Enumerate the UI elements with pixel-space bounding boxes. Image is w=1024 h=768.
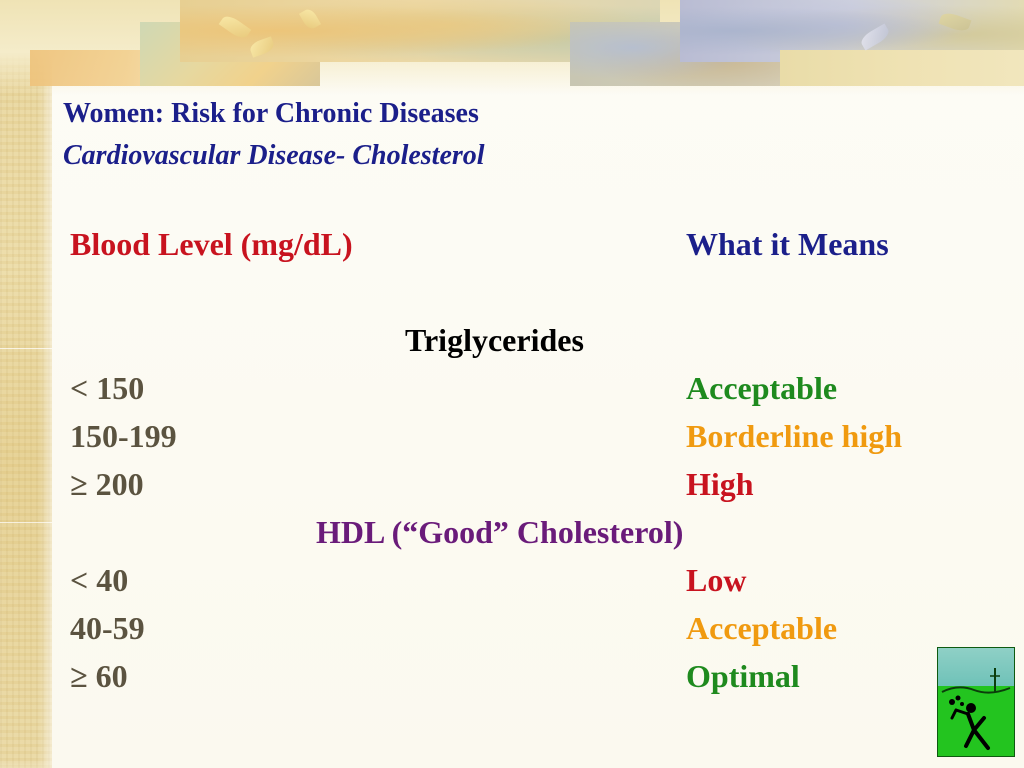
strip-seam xyxy=(0,522,52,523)
section-heading-triglycerides: Triglycerides xyxy=(405,322,584,358)
top-decorative-banner xyxy=(0,0,1024,95)
running-figure-icon xyxy=(941,668,1011,750)
header-blood-level: Blood Level (mg/dL) xyxy=(70,226,353,262)
row-meaning: Acceptable xyxy=(686,370,838,406)
slide-subtitle: Cardiovascular Disease- Cholesterol xyxy=(63,140,485,171)
banner-tile xyxy=(780,50,1024,86)
strip-seam xyxy=(0,348,52,349)
section-heading-hdl: HDL (“Good” Cholesterol) xyxy=(316,514,684,550)
logo-sky xyxy=(938,648,1014,686)
row-meaning: Borderline high xyxy=(686,418,903,454)
header-what-it-means: What it Means xyxy=(686,226,889,262)
row-level: 150-199 xyxy=(70,418,177,454)
row-meaning: Acceptable xyxy=(686,610,838,646)
row-meaning: Optimal xyxy=(686,658,800,694)
row-level: < 40 xyxy=(70,562,129,598)
row-level: ≥ 60 xyxy=(70,658,128,694)
row-level: < 150 xyxy=(70,370,145,406)
row-level: 40-59 xyxy=(70,610,145,646)
row-level: ≥ 200 xyxy=(70,466,144,502)
running-figure-logo-icon xyxy=(937,647,1015,757)
row-meaning: High xyxy=(686,466,754,502)
row-meaning: Low xyxy=(686,562,747,598)
slide-title: Women: Risk for Chronic Diseases xyxy=(63,98,479,129)
left-texture-strip xyxy=(0,0,52,768)
